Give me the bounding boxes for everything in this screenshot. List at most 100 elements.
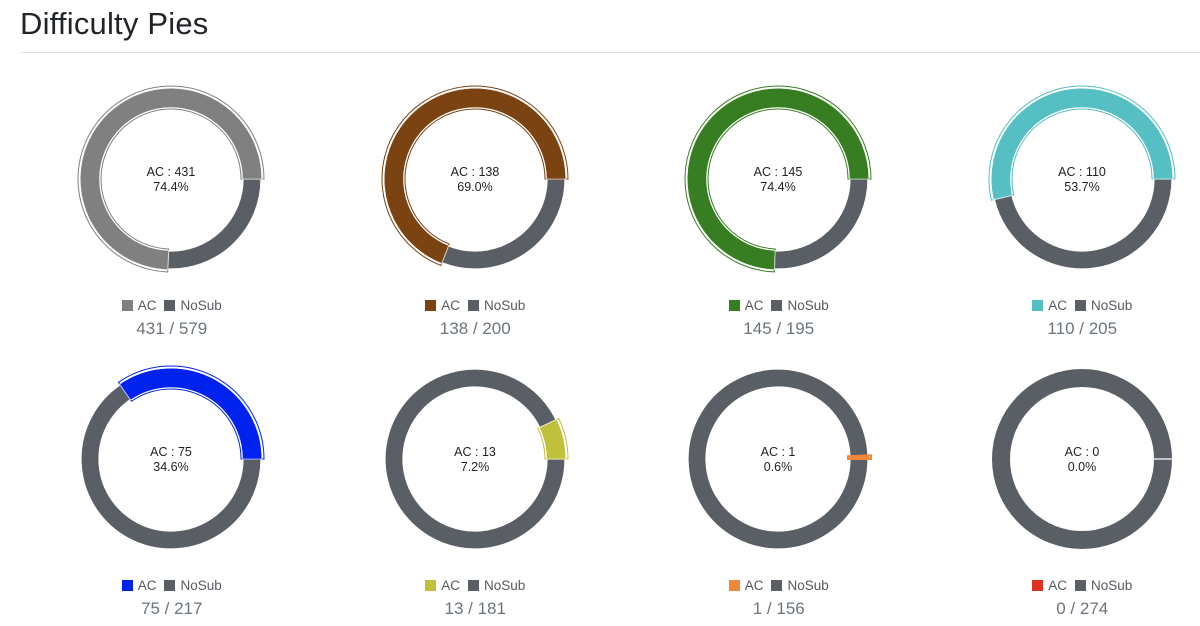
solved-count-label: 145 / 195 — [743, 319, 815, 338]
difficulty-pies-grid: AC : 431 74.4% AC NoSub 431 / 579 AC : 138 69.… — [20, 78, 1200, 618]
solved-count-label: 138 / 200 — [439, 319, 511, 338]
legend-item-ac[interactable]: AC — [425, 578, 460, 593]
nosub-slice[interactable] — [383, 368, 566, 550]
legend-item-ac[interactable]: AC — [121, 298, 156, 313]
solved-count-label: 110 / 205 — [1047, 319, 1118, 338]
ac-slice[interactable] — [536, 417, 569, 460]
ac-slice[interactable] — [77, 85, 265, 273]
legend-item-nosub[interactable]: NoSub — [164, 578, 222, 593]
solved-count-label: 13 / 181 — [444, 599, 506, 618]
legend-swatch — [467, 300, 479, 311]
legend: AC NoSub — [627, 578, 931, 593]
ac-slice[interactable] — [381, 85, 569, 267]
legend-swatch — [164, 580, 176, 591]
legend-item-ac[interactable]: AC — [728, 578, 764, 593]
ac-slice[interactable] — [988, 85, 1176, 201]
legend-swatch — [1032, 580, 1044, 591]
center-percent-label: 34.6% — [153, 460, 188, 474]
difficulty-pie-6: AC : 13 7.2% AC NoSub 13 / 181 — [324, 358, 628, 626]
legend: AC NoSub — [931, 298, 1200, 313]
center-ac-label: AC : 145 — [754, 165, 803, 179]
legend-item-nosub[interactable]: NoSub — [1074, 578, 1132, 593]
legend-label: NoSub — [787, 298, 829, 313]
legend-label: AC — [441, 578, 460, 593]
legend: AC NoSub — [324, 298, 628, 313]
center-ac-label: AC : 138 — [450, 165, 499, 179]
legend-item-nosub[interactable]: NoSub — [771, 578, 829, 593]
legend-label: AC — [441, 298, 460, 313]
center-percent-label: 74.4% — [760, 180, 795, 194]
legend-item-ac[interactable]: AC — [121, 578, 157, 593]
difficulty-pie-2: AC : 138 69.0% AC NoSub 138 / 200 — [324, 78, 628, 358]
legend-swatch — [1074, 580, 1086, 591]
solved-count-label: 75 / 217 — [141, 599, 203, 618]
legend-label: NoSub — [483, 298, 526, 313]
legend: AC NoSub — [324, 578, 628, 593]
legend-item-ac[interactable]: AC — [425, 298, 460, 313]
legend-item-nosub[interactable]: NoSub — [1074, 298, 1132, 313]
center-ac-label: AC : 75 — [150, 445, 192, 459]
ac-slice[interactable] — [117, 365, 265, 460]
legend-swatch — [1032, 300, 1044, 311]
difficulty-pie-3: AC : 145 74.4% AC NoSub 145 / 195 — [627, 78, 931, 358]
legend-label: NoSub — [180, 578, 222, 593]
center-percent-label: 7.2% — [460, 460, 489, 474]
legend-item-ac[interactable]: AC — [728, 298, 764, 313]
legend-swatch — [1074, 300, 1086, 311]
legend-item-ac[interactable]: AC — [1032, 578, 1067, 593]
legend-swatch — [164, 300, 176, 311]
center-ac-label: AC : 0 — [1064, 445, 1099, 459]
center-percent-label: 0.0% — [1067, 460, 1096, 474]
legend: AC NoSub — [931, 578, 1200, 593]
donut-chart: AC : 00.0% — [991, 369, 1172, 549]
legend-swatch — [467, 580, 479, 591]
legend-swatch — [425, 580, 437, 591]
legend-label: AC — [137, 578, 157, 593]
ac-slice[interactable] — [684, 85, 872, 273]
legend-label: AC — [744, 298, 764, 313]
legend: AC NoSub — [20, 298, 324, 313]
solved-count-label: 0 / 274 — [1056, 599, 1109, 618]
difficulty-pie-4: AC : 110 53.7% AC NoSub 110 / 205 — [931, 78, 1200, 358]
center-percent-label: 0.6% — [764, 460, 793, 474]
legend-item-nosub[interactable]: NoSub — [164, 298, 222, 313]
ac-slice[interactable] — [846, 454, 873, 460]
center-percent-label: 53.7% — [1064, 180, 1099, 194]
nosub-slice[interactable] — [687, 368, 869, 550]
legend-label: AC — [1048, 578, 1067, 593]
center-percent-label: 69.0% — [457, 180, 492, 194]
difficulty-pie-1: AC : 431 74.4% AC NoSub 431 / 579 — [20, 78, 324, 358]
legend-label: AC — [744, 578, 764, 593]
center-ac-label: AC : 431 — [147, 165, 196, 179]
center-ac-label: AC : 1 — [761, 445, 796, 459]
nosub-slice[interactable] — [80, 383, 262, 550]
title-divider — [20, 52, 1200, 53]
legend-swatch — [425, 300, 437, 311]
legend-label: AC — [1048, 298, 1067, 313]
legend-label: NoSub — [483, 578, 526, 593]
difficulty-pie-5: AC : 75 34.6% AC NoSub 75 / 217 — [20, 358, 324, 626]
solved-count-label: 431 / 579 — [136, 319, 208, 338]
legend: AC NoSub — [20, 578, 324, 593]
legend-item-nosub[interactable]: NoSub — [467, 578, 526, 593]
legend-swatch — [728, 580, 740, 591]
legend-item-ac[interactable]: AC — [1032, 298, 1067, 313]
center-ac-label: AC : 13 — [454, 445, 496, 459]
difficulty-pie-7: AC : 1 0.6% AC NoSub 1 / 156 — [627, 358, 931, 626]
page-title: Difficulty Pies — [20, 6, 209, 41]
legend-item-nosub[interactable]: NoSub — [467, 298, 526, 313]
nosub-slice[interactable] — [991, 369, 1172, 549]
legend-swatch — [121, 300, 133, 311]
center-ac-label: AC : 110 — [1058, 165, 1106, 179]
legend-label: NoSub — [180, 298, 222, 313]
solved-count-label: 1 / 156 — [752, 599, 805, 618]
legend-item-nosub[interactable]: NoSub — [771, 298, 829, 313]
legend-swatch — [771, 580, 783, 591]
donut-chart: AC : 10.6% — [687, 368, 873, 550]
